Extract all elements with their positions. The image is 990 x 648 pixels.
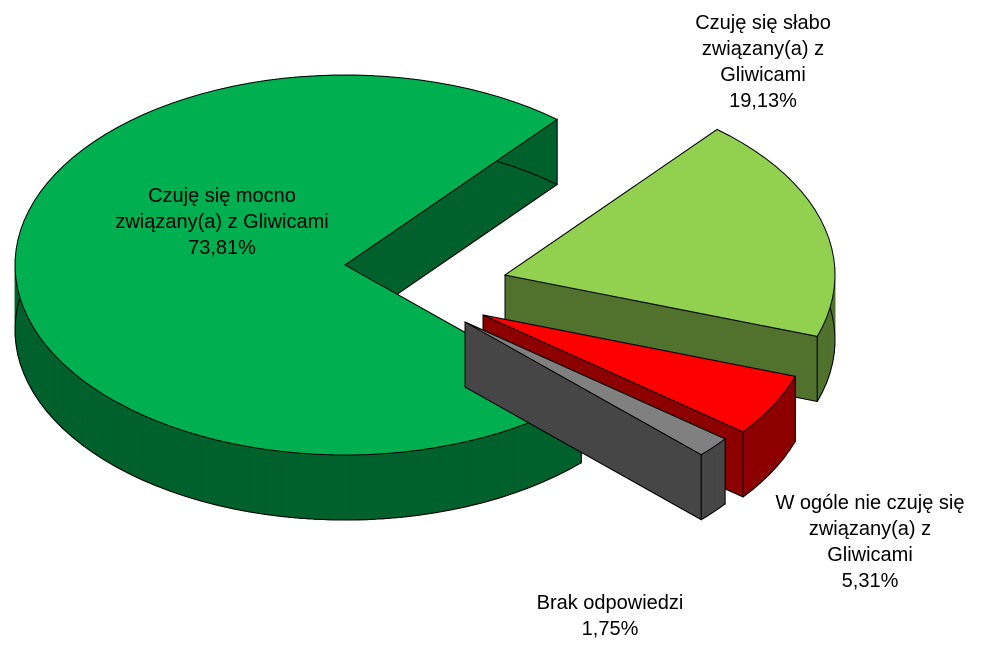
slice-side [822,317,828,393]
slice-side [115,401,130,475]
slice-side [713,442,720,513]
slice-top [14,74,583,456]
slice-side [128,408,143,481]
slice-side [33,326,41,404]
slice-side [23,308,29,384]
slice-side [742,423,753,498]
slice-side [707,446,714,517]
slice-side [92,386,105,461]
slice-side [264,448,283,517]
slice-side [62,362,73,438]
slice-side [53,353,64,430]
slice-side [141,414,157,487]
slice-side [298,452,317,520]
slice-side [103,394,117,468]
slice-side [760,408,770,484]
slice-top [503,128,836,337]
category-label: Brak odpowiedzi [536,592,684,614]
slice-side [451,440,469,511]
value-label: 19,13% [729,90,797,112]
slice [14,74,583,521]
slice-top [464,321,727,456]
slice-side [418,447,436,516]
value-label: 5,31% [841,570,899,592]
slice-side [170,425,186,497]
value-label: 1,75% [581,618,639,640]
slice-side [498,427,515,499]
slice-side [776,392,785,468]
slice-side [281,451,300,519]
slice-side [200,435,217,506]
slice-side [816,326,823,402]
slice-side [752,416,762,491]
slice-side [248,446,266,515]
slice-side [783,383,791,460]
slice-side-edge [700,503,726,521]
slice-side [349,454,368,521]
slice-label: Czuję się słabo związany(a) z Gliwicami 1… [683,10,843,114]
slice-side [401,449,419,518]
slice-side [384,451,403,520]
slice-side [434,444,452,514]
slice-side [768,400,778,476]
slice-side [155,420,171,492]
slice-side [467,436,484,507]
category-label: Czuję się słabo związany(a) z Gliwicami [695,12,831,86]
slice-side [27,316,34,395]
slice-side [215,439,233,510]
slice-label: Czuję się mocno związany(a) z Gliwicami 7… [112,183,332,261]
value-label: 73,81% [188,237,256,259]
slice-side [81,379,94,454]
slice-side [46,344,55,421]
slice-side-edge [742,441,796,498]
slice [464,321,727,521]
slice-side [332,454,351,521]
slice-label: W ogóle nie czuję się związany(a) z Gliw… [765,490,975,594]
slice-side [71,370,83,446]
slice-side [719,438,726,509]
slice-label: Brak odpowiedzi 1,75% [480,590,740,642]
slice-top [482,314,797,433]
category-label: W ogóle nie czuję się związany(a) z Gliw… [775,492,965,566]
slice-side [39,335,47,413]
slice-side [700,450,708,521]
slice-side [513,422,529,494]
slice-side [826,307,831,383]
slice-side [789,375,796,452]
slice-side [483,432,500,503]
slice-side [315,453,334,521]
slice-side [184,430,202,502]
slice-side [19,298,25,374]
slice-side [367,453,386,520]
category-label: Czuję się mocno związany(a) z Gliwicami [115,185,329,233]
slice-side [231,443,250,513]
